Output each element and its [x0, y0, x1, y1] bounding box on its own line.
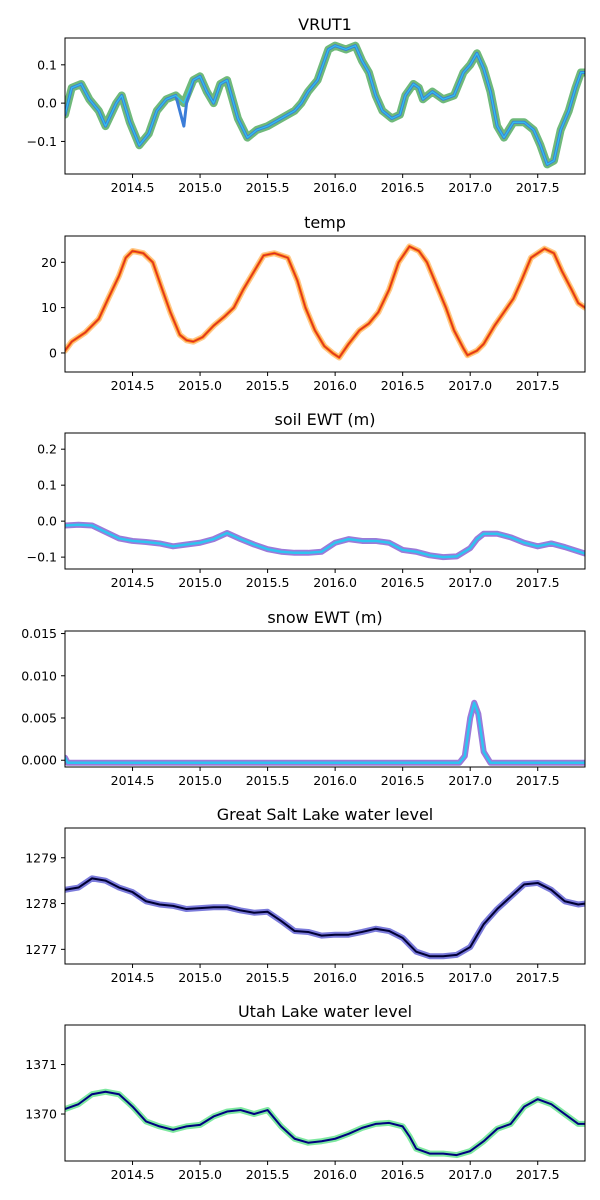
- panel-title: snow EWT (m): [267, 608, 382, 627]
- series-line-1: [65, 875, 585, 960]
- axes-frame: [64, 37, 586, 175]
- x-tick-label: 2017.0: [448, 575, 492, 590]
- series-line-2: [65, 1090, 585, 1157]
- panel-3: soil EWT (m) 2014.5 2015.0 2015.5 2016.0 2016…: [27, 410, 586, 590]
- panel-4: snow EWT (m) 2014.5 2015.0 2015.5 2016.0 2016…: [21, 608, 586, 788]
- x-tick-label: 2015.5: [246, 378, 290, 393]
- x-tick-label: 2016.5: [381, 773, 425, 788]
- panel-6: Utah Lake water level 2014.5 2015.0 2015.5 2…: [25, 1002, 586, 1182]
- panel-title: soil EWT (m): [275, 410, 376, 429]
- panel-title: Great Salt Lake water level: [217, 805, 433, 824]
- y-tick-label: 1279: [25, 850, 57, 865]
- x-tick-label: 2016.0: [313, 378, 357, 393]
- x-tick-label: 2015.5: [246, 970, 290, 985]
- panel-5: Great Salt Lake water level 2014.5 2015.0 2…: [25, 805, 586, 985]
- panel-1: VRUT1 2014.5 2015.0 2015.5 2016.0 2016.5 2017.…: [27, 15, 586, 195]
- y-tick-label: 0: [49, 345, 57, 360]
- series-line-2: [65, 877, 585, 958]
- series-line-1: [65, 699, 585, 766]
- y-tick-label: 0.015: [21, 626, 57, 641]
- y-tick-label: 0.0: [37, 96, 57, 111]
- series-line-1: [65, 1088, 585, 1159]
- axes-frame: [64, 235, 586, 373]
- axes-frame: [64, 1024, 586, 1162]
- x-tick-label: 2016.0: [313, 970, 357, 985]
- axes-frame: [64, 827, 586, 965]
- x-tick-label: 2015.5: [246, 1167, 290, 1182]
- x-tick-label: 2017.5: [516, 378, 560, 393]
- x-tick-label: 2015.5: [246, 575, 290, 590]
- y-tick-label: 20: [41, 255, 57, 270]
- series-group: [65, 875, 585, 960]
- x-tick-label: 2017.0: [448, 970, 492, 985]
- y-tick-label: 1278: [25, 896, 57, 911]
- series-group: [65, 521, 585, 561]
- axes-frame: [64, 432, 586, 570]
- series-group: [65, 699, 585, 766]
- x-tick-label: 2016.0: [313, 575, 357, 590]
- x-tick-label: 2017.5: [516, 970, 560, 985]
- x-tick-label: 2015.5: [246, 180, 290, 195]
- x-tick-label: 2015.0: [178, 773, 222, 788]
- y-tick-label: 0.2: [37, 442, 57, 457]
- x-tick-label: 2017.5: [516, 1167, 560, 1182]
- x-tick-label: 2014.5: [111, 1167, 155, 1182]
- y-tick-label: 0.1: [37, 57, 57, 72]
- x-tick-label: 2016.5: [381, 378, 425, 393]
- x-tick-label: 2014.5: [111, 575, 155, 590]
- y-tick-label: 0.000: [21, 753, 57, 768]
- y-tick-label: 0.1: [37, 478, 57, 493]
- panel-title: temp: [304, 213, 346, 232]
- x-tick-label: 2015.0: [178, 970, 222, 985]
- series-line-1: [65, 243, 585, 361]
- series-line-2: [65, 244, 585, 359]
- panel-2: temp 2014.5 2015.0 2015.5 2016.0 2016.5 2017.0…: [41, 213, 586, 393]
- y-tick-label: 1370: [25, 1107, 57, 1122]
- y-tick-label: 1277: [25, 942, 57, 957]
- x-tick-label: 2016.0: [313, 773, 357, 788]
- y-tick-label: 0.005: [21, 711, 57, 726]
- x-tick-label: 2017.5: [516, 180, 560, 195]
- x-tick-label: 2017.0: [448, 1167, 492, 1182]
- x-tick-label: 2017.0: [448, 378, 492, 393]
- x-tick-label: 2014.5: [111, 378, 155, 393]
- axes-frame: [64, 630, 586, 768]
- y-tick-label: 1371: [25, 1057, 57, 1072]
- series-line-2: [65, 701, 585, 765]
- x-tick-label: 2016.5: [381, 180, 425, 195]
- y-tick-label: 0.0: [37, 514, 57, 529]
- x-tick-label: 2015.0: [178, 1167, 222, 1182]
- series-group: [65, 41, 585, 169]
- y-tick-label: 0.010: [21, 668, 57, 683]
- x-tick-label: 2017.5: [516, 773, 560, 788]
- x-tick-label: 2015.0: [178, 575, 222, 590]
- x-tick-label: 2014.5: [111, 773, 155, 788]
- x-tick-label: 2014.5: [111, 180, 155, 195]
- series-line-3: [65, 45, 585, 166]
- y-tick-label: −0.1: [27, 134, 57, 149]
- x-tick-label: 2017.5: [516, 575, 560, 590]
- x-tick-label: 2015.5: [246, 773, 290, 788]
- series-group: [65, 243, 585, 361]
- series-group: [65, 1088, 585, 1159]
- x-tick-label: 2016.0: [313, 1167, 357, 1182]
- y-tick-label: 10: [41, 300, 57, 315]
- x-tick-label: 2016.0: [313, 180, 357, 195]
- x-tick-label: 2017.0: [448, 180, 492, 195]
- y-tick-label: −0.1: [27, 550, 57, 565]
- x-tick-label: 2016.5: [381, 1167, 425, 1182]
- panel-title: Utah Lake water level: [238, 1002, 412, 1021]
- x-tick-label: 2014.5: [111, 970, 155, 985]
- x-tick-label: 2015.0: [178, 180, 222, 195]
- x-tick-label: 2016.5: [381, 575, 425, 590]
- panel-title: VRUT1: [298, 15, 352, 34]
- series-line-3: [65, 245, 585, 359]
- x-tick-label: 2017.0: [448, 773, 492, 788]
- x-tick-label: 2015.0: [178, 378, 222, 393]
- x-tick-label: 2016.5: [381, 970, 425, 985]
- series-line-2: [65, 523, 585, 559]
